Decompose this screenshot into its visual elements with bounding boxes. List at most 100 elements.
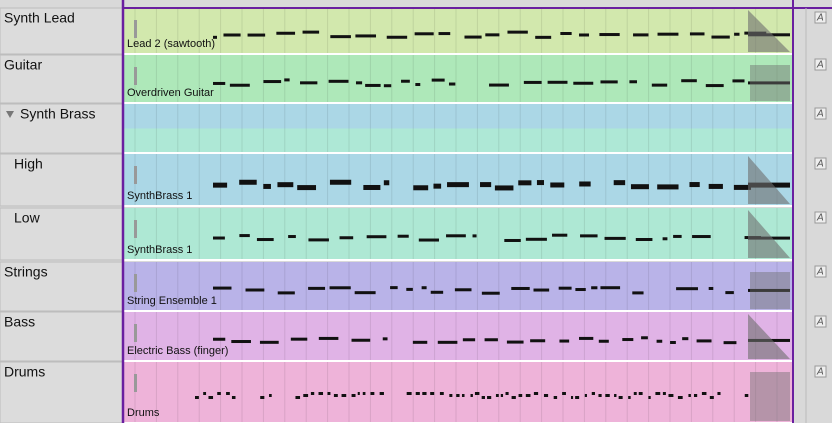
automation-button[interactable] — [814, 365, 827, 378]
note — [632, 291, 644, 295]
note — [213, 337, 226, 341]
note — [413, 185, 429, 191]
lane — [123, 104, 793, 129]
note — [633, 392, 637, 395]
note — [247, 33, 266, 37]
note — [415, 83, 421, 87]
note — [598, 394, 602, 397]
note — [709, 396, 714, 399]
note — [579, 336, 594, 340]
note — [682, 337, 689, 341]
automation-button[interactable] — [814, 11, 827, 24]
note — [533, 288, 550, 292]
automation-button-label[interactable]: A — [816, 267, 824, 278]
note — [662, 392, 666, 395]
note — [579, 33, 590, 37]
note — [269, 394, 272, 397]
note — [711, 35, 730, 39]
note — [231, 340, 251, 344]
note — [303, 394, 309, 397]
note — [351, 338, 371, 342]
velocity-ramp — [748, 314, 790, 359]
lane — [123, 154, 793, 206]
note — [613, 180, 626, 186]
automation-button-label[interactable]: A — [816, 159, 824, 170]
automation-button[interactable] — [814, 315, 827, 328]
note — [693, 394, 698, 397]
note — [638, 392, 643, 395]
track-header[interactable] — [0, 207, 124, 261]
note — [543, 394, 549, 397]
note — [573, 81, 594, 85]
note — [600, 80, 618, 84]
note — [536, 180, 545, 186]
note — [386, 35, 408, 39]
note — [217, 392, 221, 395]
automation-button[interactable] — [814, 157, 827, 170]
track-header[interactable] — [0, 261, 124, 312]
track-name: High — [14, 156, 43, 172]
note — [717, 392, 721, 395]
track-name: Strings — [4, 264, 48, 280]
automation-button[interactable] — [814, 107, 827, 120]
note — [575, 288, 586, 292]
note — [673, 234, 682, 238]
note — [580, 234, 598, 238]
note — [245, 288, 265, 292]
note — [688, 394, 691, 397]
note — [259, 340, 279, 344]
automation-button[interactable] — [814, 211, 827, 224]
automation-button-label[interactable]: A — [816, 60, 824, 71]
note — [263, 183, 271, 189]
note — [355, 34, 377, 38]
note — [701, 392, 707, 395]
note — [226, 392, 230, 395]
note — [397, 234, 409, 238]
lane — [123, 262, 793, 311]
note — [530, 339, 546, 343]
note — [511, 286, 530, 290]
automation-button-label[interactable]: A — [816, 213, 824, 224]
track-header[interactable] — [0, 7, 124, 55]
note — [489, 83, 509, 87]
track-header[interactable] — [0, 103, 124, 154]
track-header[interactable] — [0, 311, 124, 362]
track-name: Synth Brass — [20, 106, 95, 122]
note — [277, 182, 294, 188]
note — [591, 392, 595, 395]
automation-button-label[interactable]: A — [816, 367, 824, 378]
note — [523, 80, 542, 84]
automation-button[interactable] — [814, 58, 827, 71]
automation-button[interactable] — [814, 265, 827, 278]
note — [357, 392, 360, 395]
note — [725, 291, 734, 295]
note — [448, 82, 456, 86]
note — [614, 394, 617, 397]
note — [732, 79, 745, 83]
note — [456, 394, 460, 397]
note — [474, 392, 480, 395]
note — [430, 392, 435, 395]
volume-marker — [134, 220, 137, 238]
volume-marker — [134, 20, 137, 38]
automation-button-label[interactable]: A — [816, 109, 824, 120]
note — [494, 185, 514, 191]
volume-marker — [134, 67, 137, 85]
track-header[interactable] — [0, 361, 124, 423]
note — [518, 394, 523, 397]
instrument-name: Drums — [127, 407, 160, 419]
note — [438, 32, 451, 36]
note — [446, 234, 466, 238]
collapse-triangle[interactable] — [6, 111, 14, 118]
automation-button-label[interactable]: A — [816, 13, 824, 24]
note — [708, 183, 723, 189]
note — [579, 181, 591, 187]
note — [339, 236, 354, 240]
note — [203, 392, 207, 395]
note — [657, 32, 679, 36]
note — [472, 234, 477, 238]
note — [734, 32, 740, 36]
instrument-name: SynthBrass 1 — [127, 244, 192, 256]
automation-button-label[interactable]: A — [816, 317, 824, 328]
note — [547, 80, 568, 84]
